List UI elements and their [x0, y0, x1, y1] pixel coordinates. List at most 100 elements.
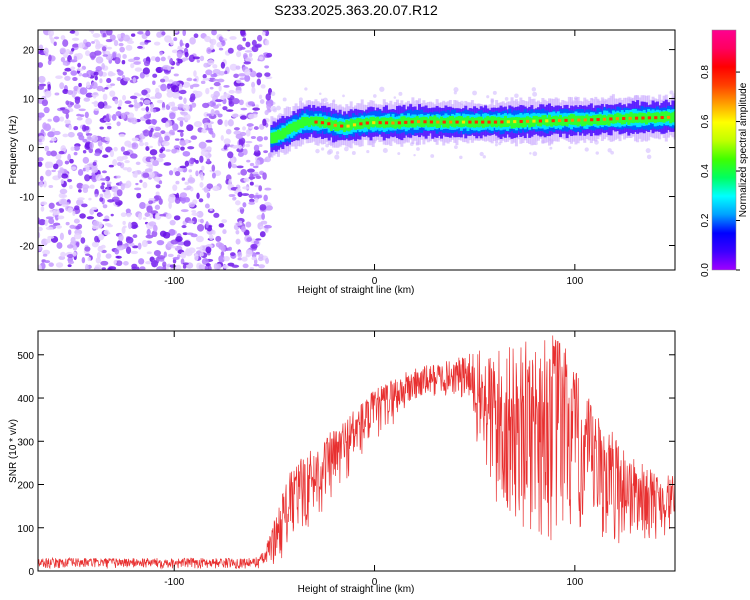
noise-blob [93, 92, 98, 96]
noise-blob [59, 116, 65, 122]
noise-blob [67, 260, 75, 265]
noise-blob [95, 65, 103, 72]
noise-blob [133, 92, 139, 96]
noise-blob [194, 253, 199, 261]
noise-blob [253, 144, 260, 152]
faint-dot [504, 97, 509, 101]
noise-blob [158, 153, 166, 159]
ridge-core [442, 120, 446, 124]
noise-blob [106, 46, 113, 50]
snr-y-tick-label: 400 [17, 394, 34, 405]
noise-blob [266, 52, 273, 58]
noise-blob [154, 204, 161, 210]
noise-blob [266, 103, 272, 110]
spectrogram-y-tick-label: -20 [20, 242, 35, 253]
noise-blob [99, 126, 104, 130]
noise-blob [44, 145, 50, 152]
ridge-band [664, 111, 668, 122]
ridge-band [528, 117, 532, 128]
noise-blob [186, 232, 194, 236]
noise-blob [127, 221, 132, 230]
ridge-core [365, 121, 369, 125]
noise-blob [69, 101, 75, 106]
ridge-band [477, 116, 481, 128]
faint-dot [459, 155, 463, 160]
faint-dot [323, 97, 328, 103]
noise-blob [164, 121, 170, 128]
noise-blob [125, 236, 134, 244]
ridge-core [628, 116, 632, 120]
ridge-band [420, 117, 424, 128]
noise-blob [129, 95, 138, 100]
noise-blob [190, 135, 198, 140]
noise-blob [137, 31, 144, 35]
noise-blob [70, 66, 76, 71]
noise-blob [84, 253, 91, 257]
noise-blob [142, 67, 150, 75]
ridge-band [294, 121, 298, 132]
noise-blob [105, 113, 110, 122]
noise-blob [156, 157, 164, 163]
ridge-core [641, 116, 645, 120]
noise-blob [121, 226, 126, 234]
noise-blob [101, 46, 107, 52]
noise-blob [117, 70, 124, 76]
noise-blob [97, 233, 105, 241]
noise-blob [226, 109, 234, 112]
ridge-band [594, 115, 598, 125]
ridge-core [525, 119, 530, 123]
noise-blob [206, 113, 212, 117]
noise-blob [69, 184, 73, 190]
noise-blob [235, 200, 241, 206]
noise-blob [247, 168, 255, 173]
noise-blob [209, 129, 214, 135]
faint-dot [304, 87, 308, 91]
noise-blob [245, 221, 252, 228]
noise-blob [259, 204, 267, 211]
noise-blob [158, 180, 163, 185]
noise-blob [85, 81, 91, 89]
ridge-core [602, 117, 607, 121]
noise-blob [109, 90, 116, 97]
ridge-core [615, 117, 619, 121]
noise-blob [247, 101, 255, 106]
noise-blob [55, 75, 63, 80]
noise-blob [218, 255, 226, 263]
noise-blob [95, 40, 101, 47]
noise-blob [60, 179, 64, 185]
noise-blob [125, 44, 133, 51]
faint-dot [320, 147, 325, 151]
noise-blob [134, 170, 138, 178]
faint-dot [492, 90, 497, 95]
faint-dot [270, 91, 276, 96]
noise-blob [250, 135, 256, 140]
noise-blob [170, 106, 179, 112]
noise-blob [252, 165, 259, 169]
noise-blob [55, 225, 63, 229]
noise-blob [71, 37, 80, 41]
ridge-band [607, 114, 611, 126]
noise-blob [238, 144, 243, 150]
noise-blob [210, 108, 215, 117]
noise-blob [195, 235, 204, 243]
noise-blob [231, 194, 236, 197]
noise-blob [212, 185, 220, 192]
noise-blob [69, 30, 76, 34]
noise-blob [237, 152, 244, 158]
noise-blob [122, 151, 131, 156]
noise-blob [89, 141, 94, 150]
ridge-core [455, 120, 459, 124]
ridge-band [387, 117, 391, 128]
noise-blob [73, 125, 79, 131]
noise-blob [168, 101, 175, 107]
faint-dot [568, 146, 572, 150]
noise-blob [133, 98, 138, 104]
noise-blob [162, 231, 171, 239]
noise-blob [46, 150, 52, 156]
noise-blob [185, 42, 190, 49]
ridge-core [551, 119, 555, 123]
noise-blob [249, 181, 254, 186]
noise-blob [187, 247, 196, 254]
noise-blob [223, 138, 231, 145]
